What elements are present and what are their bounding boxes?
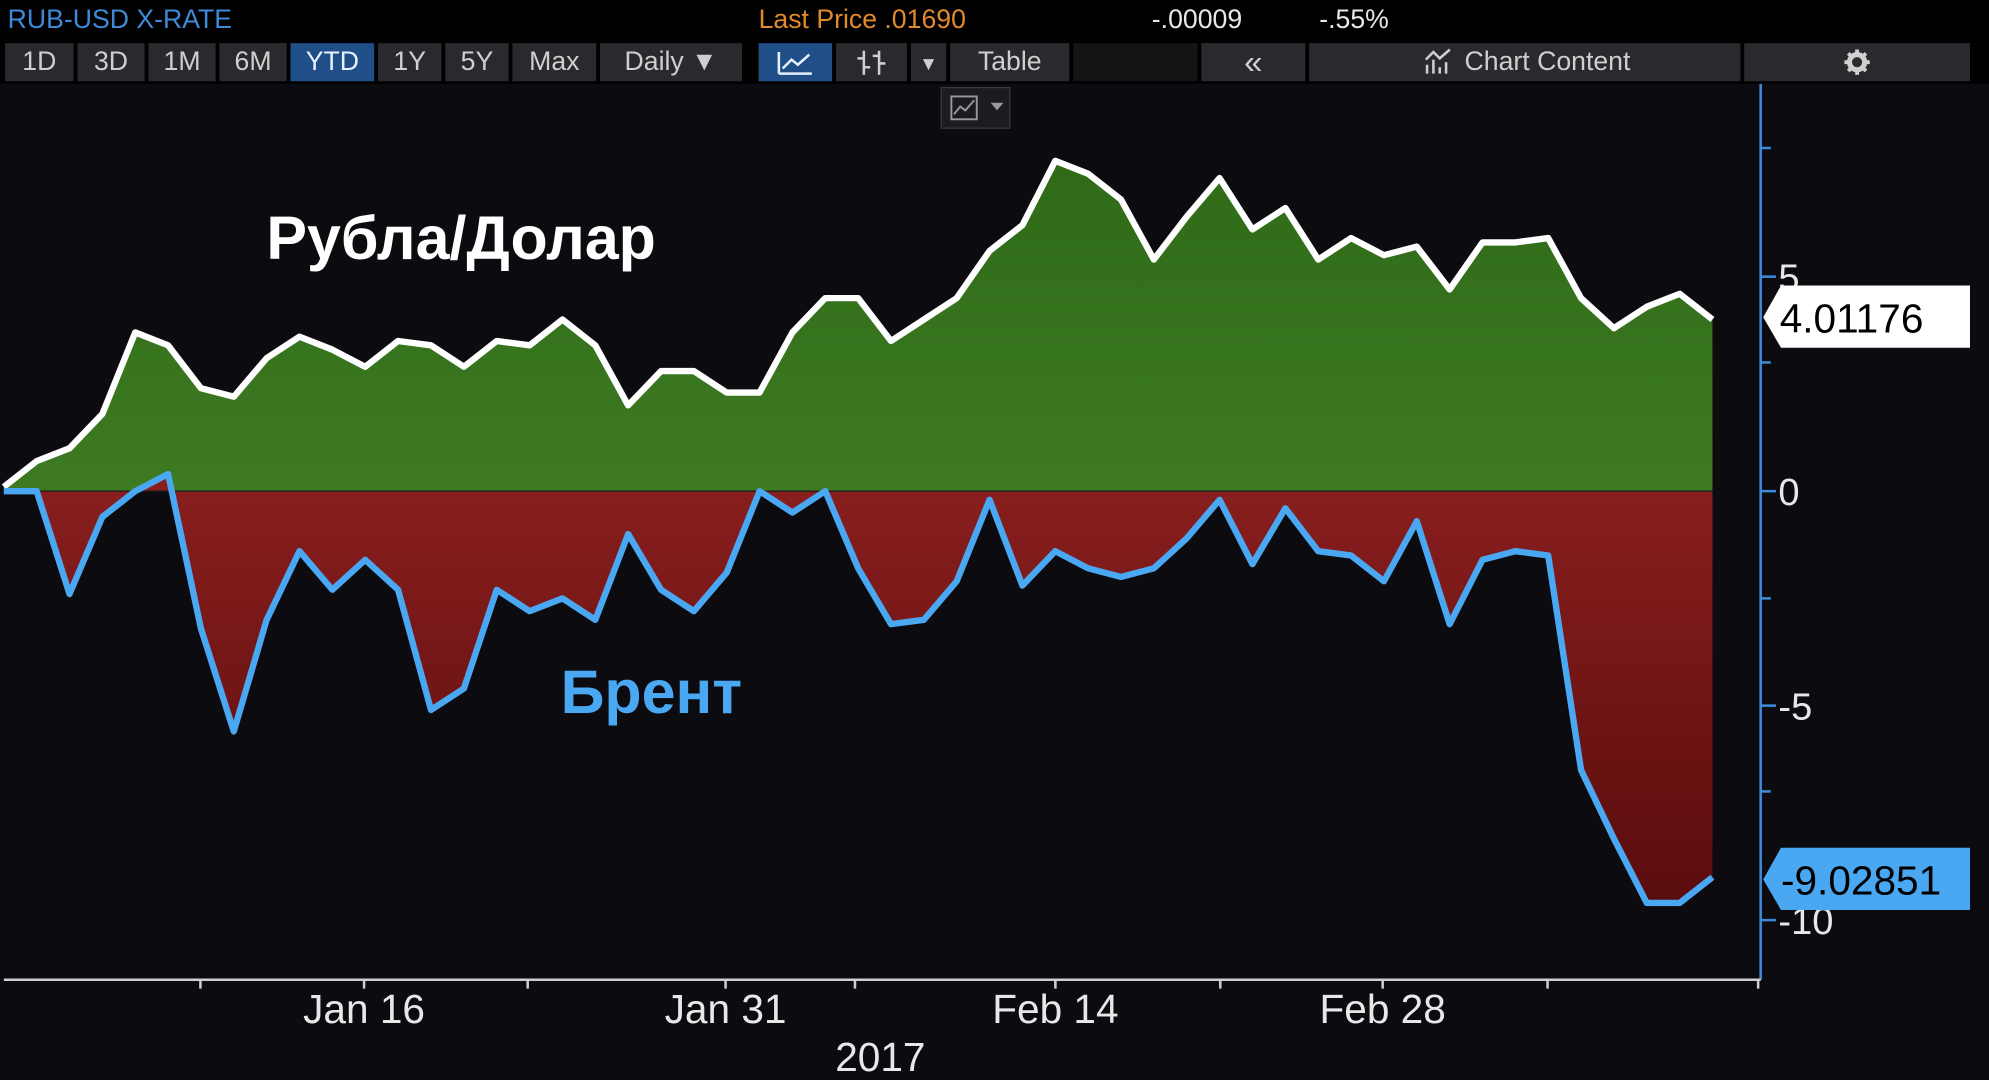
chevron-down-icon: ▼ bbox=[691, 46, 718, 77]
chart-area[interactable]: Рубла/Долар Брент 50-5-10 4.01176 -9.028… bbox=[0, 83, 1989, 1080]
title-bar: RUB-USD X-RATE Last Price .01690 -.00009… bbox=[0, 0, 1989, 44]
frequency-dropdown[interactable]: Daily ▼ bbox=[600, 43, 743, 82]
line-chart-button[interactable] bbox=[758, 43, 833, 82]
mini-chart-button[interactable] bbox=[940, 86, 1011, 129]
chart-content-button[interactable]: Chart Content bbox=[1309, 43, 1741, 82]
x-axis-year-label: 2017 bbox=[835, 1034, 925, 1080]
toolbar-spacer bbox=[1073, 43, 1198, 82]
period-1m-button[interactable]: 1M bbox=[148, 43, 216, 82]
x-tick-label: Feb 28 bbox=[1319, 986, 1445, 1032]
x-tick-label: Feb 14 bbox=[992, 986, 1118, 1032]
table-button[interactable]: Table bbox=[950, 43, 1070, 82]
percent-change: -.55% bbox=[1319, 5, 1389, 35]
y-tick-label: -5 bbox=[1778, 687, 1812, 729]
x-tick-label: Jan 16 bbox=[303, 986, 425, 1032]
period-1d-button[interactable]: 1D bbox=[5, 43, 74, 82]
brent-last-value-tag: -9.02851 bbox=[1763, 847, 1970, 910]
chart-content-icon bbox=[1424, 48, 1451, 74]
x-tick-label: Jan 31 bbox=[665, 986, 787, 1032]
brent-last-value: -9.02851 bbox=[1781, 858, 1941, 904]
last-price: Last Price .01690 bbox=[758, 5, 966, 35]
chevron-down-icon: ▼ bbox=[919, 53, 938, 75]
ruble-series-line bbox=[1, 157, 1715, 490]
y-tick-label: 0 bbox=[1778, 472, 1799, 514]
bar-chart-button[interactable] bbox=[835, 43, 907, 82]
period-ytd-button[interactable]: YTD bbox=[290, 43, 375, 82]
mini-line-chart-icon bbox=[950, 95, 1004, 121]
period-max-button[interactable]: Max bbox=[512, 43, 597, 82]
chart-toolbar: 1D 3D 1M 6M YTD 1Y 5Y Max Daily ▼ ▼ Tabl… bbox=[0, 43, 1989, 84]
period-6m-button[interactable]: 6M bbox=[219, 43, 287, 82]
net-change: -.00009 bbox=[1151, 5, 1243, 35]
period-5y-button[interactable]: 5Y bbox=[445, 43, 509, 82]
brent-series-line bbox=[3, 470, 1715, 907]
brent-area-fill bbox=[3, 474, 1713, 903]
chart-type-dropdown[interactable]: ▼ bbox=[910, 43, 947, 82]
chart-content-label: Chart Content bbox=[1464, 46, 1631, 77]
settings-button[interactable] bbox=[1744, 43, 1970, 82]
ruble-last-value: 4.01176 bbox=[1780, 295, 1924, 341]
brent-series-label: Брент bbox=[561, 658, 742, 726]
period-1y-button[interactable]: 1Y bbox=[378, 43, 442, 82]
frequency-label: Daily bbox=[624, 46, 684, 77]
collapse-button[interactable]: « bbox=[1201, 43, 1306, 82]
bar-chart-icon bbox=[857, 50, 886, 75]
line-chart-icon bbox=[777, 52, 812, 75]
gear-icon bbox=[1844, 49, 1870, 75]
ruble-last-value-tag: 4.01176 bbox=[1763, 285, 1970, 348]
period-3d-button[interactable]: 3D bbox=[77, 43, 145, 82]
security-name: RUB-USD X-RATE bbox=[7, 5, 233, 35]
ruble-series-label: Рубла/Долар bbox=[266, 204, 655, 272]
ruble-area-fill bbox=[3, 160, 1713, 492]
